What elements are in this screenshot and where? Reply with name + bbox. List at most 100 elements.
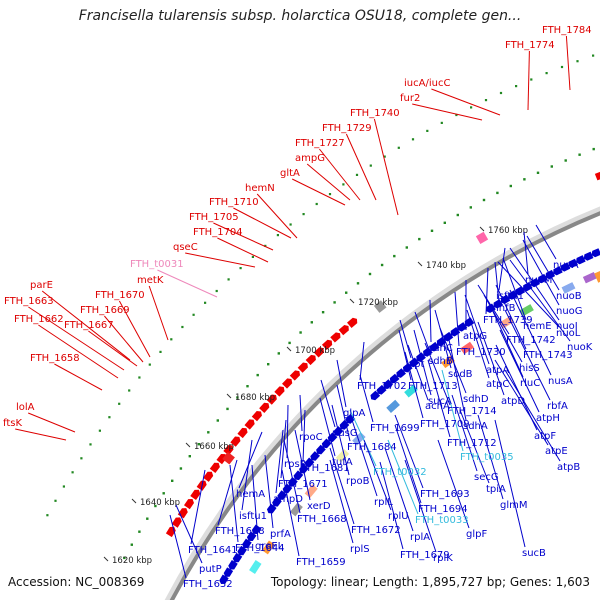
forward-gene-arrow[interactable]	[338, 323, 351, 336]
gene-label-inner[interactable]: sdhB	[428, 356, 453, 367]
gene-label-inner[interactable]: nuoM	[525, 275, 552, 286]
forward-gene-arrow[interactable]	[330, 331, 342, 343]
forward-gene-arrow[interactable]	[244, 418, 256, 430]
reverse-gene-arrow[interactable]	[236, 545, 247, 557]
gene-label-inner[interactable]: atpH	[536, 413, 560, 424]
gene-label-inner[interactable]: atpC	[486, 379, 509, 390]
gene-feature-block[interactable]	[249, 560, 262, 574]
forward-gene-arrow[interactable]	[190, 488, 201, 501]
gene-label-outer[interactable]: hemN	[245, 183, 275, 194]
gene-label-outer[interactable]: FTH_1704	[193, 227, 243, 238]
gene-label-inner[interactable]: groEL	[255, 541, 284, 552]
gene-label-inner[interactable]: FTH_1709	[420, 419, 470, 430]
gene-label-outer[interactable]: FTH_1663	[4, 296, 54, 307]
gene-label-outer[interactable]: ampG	[295, 153, 325, 164]
gene-label-inner[interactable]: rluC	[520, 378, 540, 389]
gene-label-outer[interactable]: FTH_1669	[80, 305, 130, 316]
gene-label-inner[interactable]: atpD	[501, 396, 525, 407]
gene-label-inner[interactable]: FTH_1693	[420, 489, 470, 500]
reverse-gene-arrow[interactable]	[559, 262, 571, 272]
gene-label-outer[interactable]: metK	[137, 275, 164, 286]
gene-label-outer[interactable]: FTH_1774	[505, 40, 555, 51]
gene-label-inner[interactable]: FTH_1681	[300, 463, 350, 474]
reverse-gene-arrow[interactable]	[315, 444, 326, 456]
gene-label-inner[interactable]: putP	[199, 564, 222, 575]
gene-label-outer[interactable]: fur2	[400, 93, 420, 104]
gene-label-inner[interactable]: FTH_1739	[483, 315, 533, 326]
reverse-gene-arrow[interactable]	[492, 299, 504, 310]
gene-label-outer[interactable]: ftsK	[3, 418, 22, 429]
forward-gene-arrow[interactable]	[237, 426, 249, 439]
gene-label-inner[interactable]: FTH_1742	[506, 335, 556, 346]
forward-gene-arrow[interactable]	[313, 346, 326, 358]
forward-gene-arrow[interactable]	[259, 401, 271, 413]
gene-label-inner[interactable]: hemE	[523, 321, 552, 332]
gene-label-inner[interactable]: atpE	[545, 446, 568, 457]
gene-label-inner[interactable]: sodB	[448, 369, 473, 380]
gene-label-inner[interactable]: isftu1	[496, 291, 524, 302]
gene-label-inner[interactable]: FTH_1694	[418, 504, 468, 515]
gene-label-inner[interactable]: rpoB	[346, 476, 370, 487]
gene-label-inner[interactable]: FTH_1730	[456, 347, 506, 358]
reverse-gene-arrow[interactable]	[521, 281, 533, 292]
forward-gene-arrow[interactable]	[251, 409, 264, 422]
gene-label-inner[interactable]: glmM	[500, 500, 528, 511]
gene-label-inner[interactable]: tpiA	[486, 484, 506, 495]
gene-label-outer[interactable]: FTH_1662	[14, 314, 64, 325]
gene-label-inner[interactable]: atpG	[463, 331, 487, 342]
gene-label-outer[interactable]: FTH_1670	[95, 290, 145, 301]
gene-label-inner[interactable]: sucA	[428, 396, 452, 407]
reverse-gene-arrow[interactable]	[552, 266, 563, 276]
gene-label-inner[interactable]: rpsP	[284, 459, 306, 470]
gene-label-inner[interactable]: nuoG	[556, 306, 583, 317]
gene-feature-block[interactable]	[441, 355, 455, 369]
gene-label-outer[interactable]: FTH_1710	[209, 197, 259, 208]
gene-label-outer[interactable]: parE	[30, 280, 53, 291]
gene-label-inner[interactable]: FTH_1648	[215, 526, 265, 537]
reverse-gene-arrow[interactable]	[499, 294, 511, 306]
gene-label-inner[interactable]: FTH_1671	[278, 479, 328, 490]
gene-cluster-block[interactable]	[475, 231, 489, 245]
gene-feature-block[interactable]	[460, 341, 475, 355]
gene-label-inner[interactable]: atpB	[557, 462, 580, 473]
gene-label-inner[interactable]: nuoK	[567, 342, 593, 353]
gene-label-outer[interactable]: FTH_t0031	[130, 259, 184, 270]
gene-label-inner[interactable]: infB	[496, 303, 516, 314]
gene-label-inner[interactable]: FTH_1641	[188, 545, 238, 556]
gene-feature-block[interactable]	[289, 502, 303, 517]
gene-feature-block[interactable]	[386, 399, 400, 414]
gene-label-inner[interactable]: FTH_1702	[357, 381, 407, 392]
gene-label-inner[interactable]: sdhC	[428, 343, 453, 354]
gene-label-inner[interactable]: apt	[408, 359, 424, 370]
gene-label-inner[interactable]: tufA	[332, 457, 353, 468]
gene-cluster-block[interactable]	[373, 300, 387, 313]
gene-label-inner[interactable]: FTH_1713	[408, 381, 458, 392]
gene-feature-block[interactable]	[582, 272, 597, 284]
gene-label-inner[interactable]: xerD	[307, 501, 331, 512]
gene-label-inner[interactable]: FTH_1712	[447, 438, 497, 449]
reverse-gene-arrow[interactable]	[276, 490, 288, 501]
reverse-gene-arrow[interactable]	[218, 574, 229, 586]
gene-label-inner[interactable]: FTH_1668	[297, 514, 347, 525]
reverse-gene-arrow[interactable]	[529, 277, 541, 288]
gene-label-inner[interactable]: atpA	[486, 365, 509, 376]
gene-label-inner[interactable]: FTH_1714	[447, 406, 497, 417]
reverse-gene-arrow[interactable]	[567, 258, 578, 269]
reverse-gene-arrow[interactable]	[227, 560, 238, 571]
gene-label-inner[interactable]: hemA	[236, 489, 265, 500]
forward-gene-arrow[interactable]	[203, 470, 215, 482]
gene-label-inner[interactable]: sdhA	[463, 421, 488, 432]
gene-label-inner[interactable]: nusA	[548, 376, 573, 387]
gene-cluster-block[interactable]	[222, 451, 235, 465]
gene-label-outer[interactable]: qseC	[173, 242, 198, 253]
reverse-gene-arrow[interactable]	[395, 368, 406, 379]
reverse-gene-arrow[interactable]	[309, 451, 321, 462]
gene-label-inner[interactable]: FTH_1699	[370, 423, 420, 434]
forward-gene-arrow[interactable]	[266, 393, 279, 405]
gene-feature-block[interactable]	[561, 282, 576, 294]
forward-gene-arrow[interactable]	[209, 461, 222, 473]
gene-label-inner[interactable]: nusG	[332, 428, 358, 439]
gene-label-inner[interactable]: isftu1	[239, 511, 267, 522]
gene-label-outer[interactable]: FTH_1705	[189, 212, 239, 223]
gene-label-inner[interactable]: FTH_1644	[235, 543, 285, 554]
